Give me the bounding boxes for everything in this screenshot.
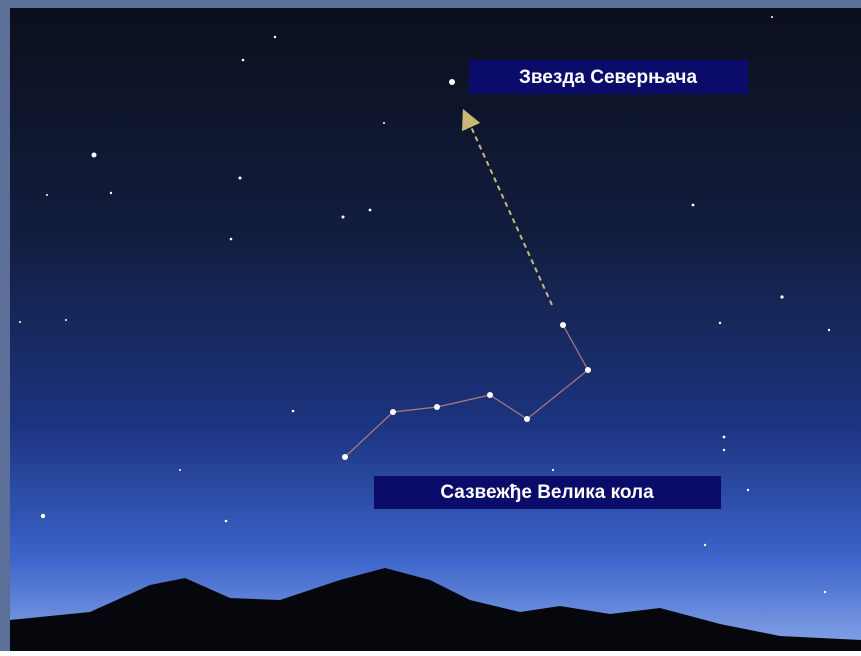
slide: Звезда Северњача Сазвежђе Велика кола: [0, 0, 861, 651]
polar-star-label: Звезда Северњача: [519, 67, 697, 88]
constellation-label: Сазвежђе Велика кола: [440, 482, 654, 503]
sky: [10, 8, 861, 651]
